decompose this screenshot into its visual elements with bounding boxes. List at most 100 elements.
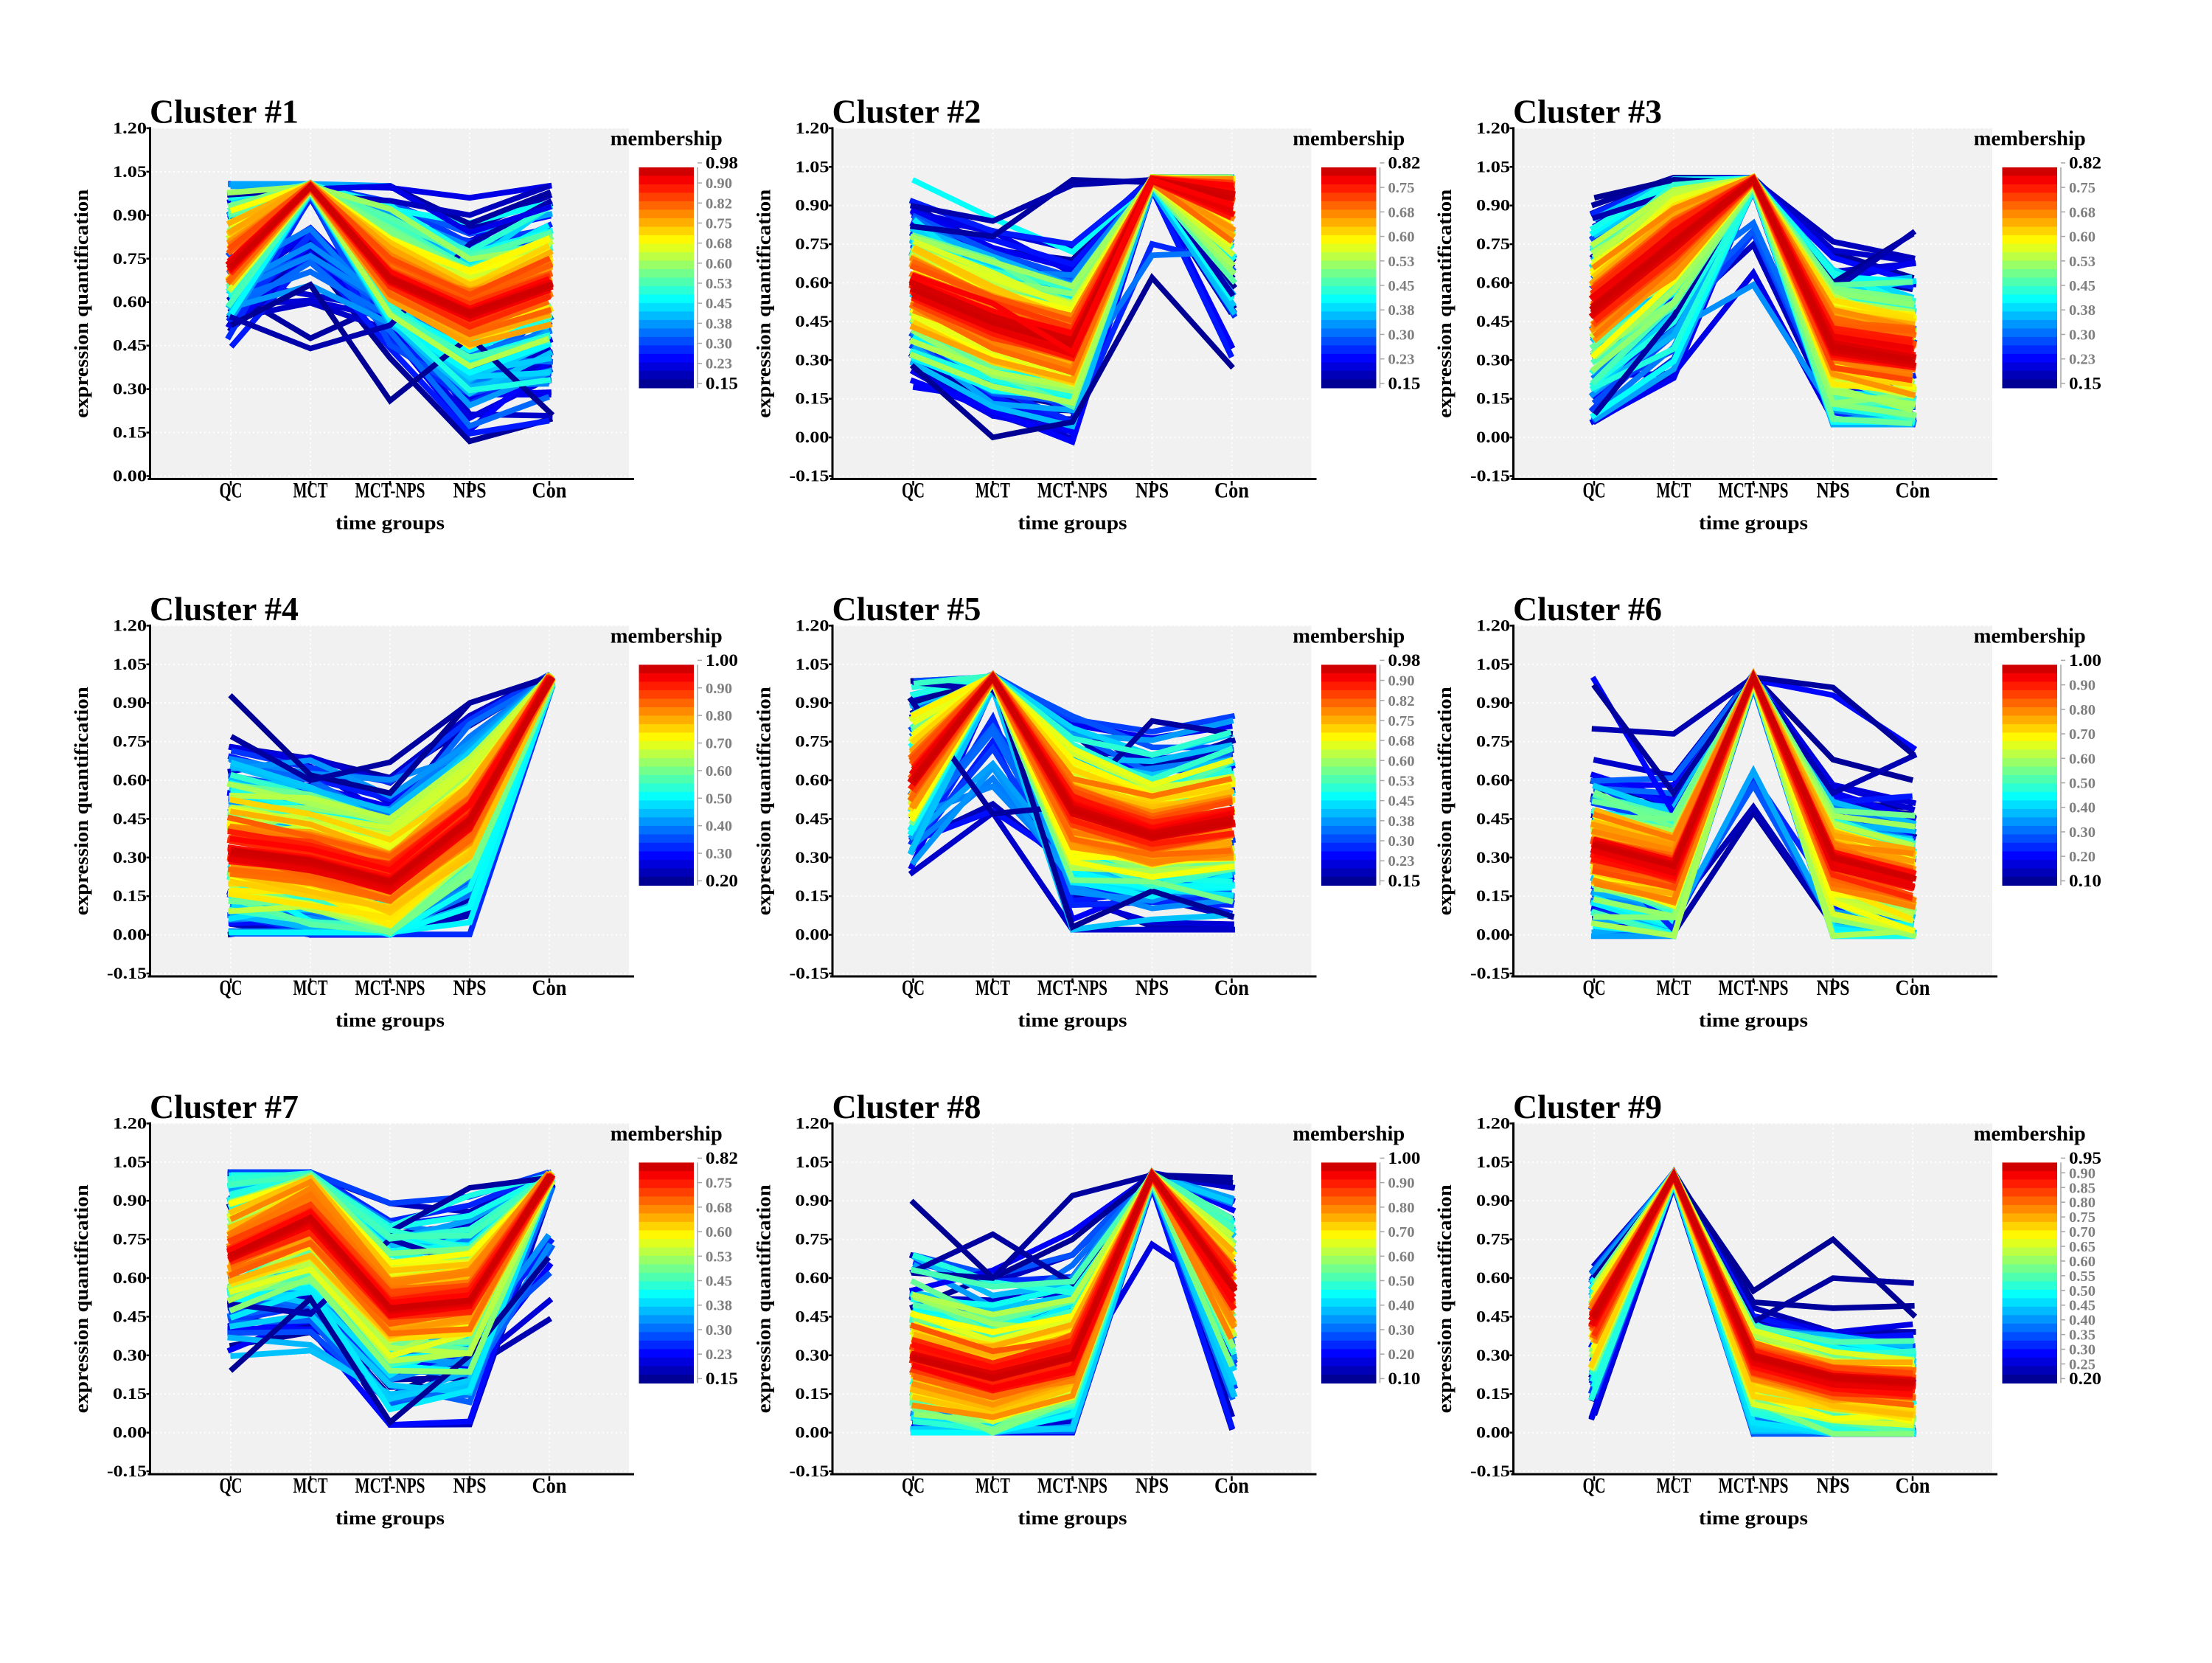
- svg-text:0.30: 0.30: [706, 1322, 732, 1339]
- svg-text:0.15: 0.15: [796, 389, 830, 408]
- svg-text:-0.15: -0.15: [1470, 1462, 1510, 1480]
- svg-text:0.45: 0.45: [796, 312, 830, 330]
- svg-text:0.45: 0.45: [113, 336, 147, 355]
- svg-text:MCT: MCT: [975, 976, 1010, 1000]
- svg-text:0.30: 0.30: [796, 350, 830, 369]
- svg-text:-0.15: -0.15: [107, 964, 147, 982]
- svg-text:0.90: 0.90: [796, 1191, 830, 1209]
- svg-text:time groups: time groups: [1699, 1010, 1808, 1031]
- svg-text:0.82: 0.82: [1388, 693, 1415, 709]
- svg-text:0.60: 0.60: [1476, 1268, 1510, 1287]
- svg-text:0.45: 0.45: [796, 809, 830, 827]
- svg-text:MCT-NPS: MCT-NPS: [1719, 479, 1789, 503]
- svg-text:0.15: 0.15: [1476, 1384, 1510, 1403]
- svg-text:NPS: NPS: [1817, 976, 1850, 1000]
- svg-text:0.68: 0.68: [706, 236, 732, 252]
- svg-text:0.35: 0.35: [2069, 1327, 2096, 1344]
- svg-text:NPS: NPS: [1817, 479, 1850, 503]
- svg-text:0.15: 0.15: [796, 886, 830, 905]
- svg-text:QC: QC: [1583, 976, 1606, 1000]
- svg-text:0.70: 0.70: [1388, 1224, 1415, 1240]
- svg-text:time groups: time groups: [335, 1507, 445, 1529]
- svg-text:-0.15: -0.15: [107, 1462, 147, 1480]
- svg-text:0.90: 0.90: [706, 681, 732, 697]
- svg-text:0.90: 0.90: [1388, 1176, 1415, 1192]
- svg-text:0.15: 0.15: [1476, 389, 1510, 408]
- svg-text:membership: membership: [611, 127, 723, 150]
- svg-text:0.50: 0.50: [706, 791, 732, 807]
- svg-text:0.20: 0.20: [2069, 1369, 2101, 1388]
- svg-text:Cluster #5: Cluster #5: [832, 591, 981, 628]
- svg-text:0.00: 0.00: [1476, 1423, 1510, 1442]
- svg-text:0.45: 0.45: [1476, 312, 1510, 330]
- svg-text:expression quantification: expression quantification: [754, 189, 775, 418]
- svg-text:0.90: 0.90: [796, 196, 830, 215]
- svg-text:MCT-NPS: MCT-NPS: [1037, 1473, 1107, 1498]
- svg-text:MCT: MCT: [293, 1473, 328, 1498]
- svg-text:0.15: 0.15: [706, 1369, 738, 1388]
- svg-text:0.80: 0.80: [706, 708, 732, 724]
- svg-text:0.60: 0.60: [2069, 1254, 2096, 1270]
- svg-text:0.60: 0.60: [796, 771, 830, 789]
- svg-text:MCT: MCT: [975, 479, 1010, 503]
- svg-text:0.80: 0.80: [2069, 1195, 2096, 1211]
- svg-text:membership: membership: [611, 624, 723, 648]
- svg-text:0.80: 0.80: [2069, 702, 2096, 718]
- svg-text:QC: QC: [1583, 479, 1606, 503]
- svg-text:MCT-NPS: MCT-NPS: [1037, 976, 1107, 1000]
- svg-text:0.38: 0.38: [2069, 302, 2096, 319]
- svg-text:0.45: 0.45: [113, 1307, 147, 1325]
- svg-text:MCT: MCT: [1657, 479, 1691, 503]
- svg-text:0.10: 0.10: [1388, 1369, 1421, 1388]
- svg-text:0.90: 0.90: [113, 1191, 147, 1209]
- svg-text:1.05: 1.05: [1476, 1153, 1510, 1171]
- svg-text:1.20: 1.20: [1476, 119, 1510, 137]
- svg-text:expression quantification: expression quantification: [754, 687, 775, 916]
- svg-text:0.90: 0.90: [1388, 673, 1415, 690]
- svg-text:0.60: 0.60: [2069, 229, 2096, 246]
- svg-text:expression quantification: expression quantification: [1434, 687, 1455, 916]
- svg-text:1.05: 1.05: [1476, 157, 1510, 176]
- svg-text:MCT-NPS: MCT-NPS: [355, 479, 425, 503]
- svg-text:0.25: 0.25: [2069, 1356, 2096, 1372]
- svg-text:-0.15: -0.15: [790, 467, 830, 485]
- svg-text:0.30: 0.30: [1388, 327, 1415, 343]
- svg-text:0.53: 0.53: [706, 1249, 732, 1265]
- svg-text:0.00: 0.00: [796, 428, 830, 446]
- svg-text:0.15: 0.15: [2069, 374, 2101, 392]
- svg-text:0.00: 0.00: [113, 1423, 147, 1442]
- svg-text:0.65: 0.65: [2069, 1239, 2096, 1255]
- svg-text:0.30: 0.30: [2069, 824, 2096, 841]
- svg-text:0.30: 0.30: [1476, 848, 1510, 867]
- svg-text:0.20: 0.20: [2069, 849, 2096, 865]
- svg-text:QC: QC: [1583, 1473, 1606, 1498]
- svg-text:0.30: 0.30: [113, 848, 147, 867]
- svg-text:0.60: 0.60: [706, 1224, 732, 1240]
- svg-text:0.45: 0.45: [1388, 794, 1415, 810]
- svg-text:Con: Con: [532, 976, 567, 1000]
- svg-text:1.20: 1.20: [113, 616, 147, 634]
- svg-text:0.75: 0.75: [796, 235, 830, 253]
- svg-text:membership: membership: [611, 1122, 723, 1145]
- svg-text:0.00: 0.00: [1476, 428, 1510, 446]
- svg-text:-0.15: -0.15: [790, 1462, 830, 1480]
- svg-text:1.20: 1.20: [113, 119, 147, 137]
- svg-text:Con: Con: [1896, 976, 1930, 1000]
- svg-text:0.15: 0.15: [1476, 886, 1510, 905]
- svg-text:0.30: 0.30: [113, 380, 147, 398]
- svg-text:0.60: 0.60: [113, 293, 147, 311]
- svg-text:Con: Con: [1214, 1473, 1249, 1498]
- svg-text:time groups: time groups: [1018, 513, 1127, 534]
- svg-text:0.10: 0.10: [2069, 872, 2101, 890]
- svg-text:0.90: 0.90: [1476, 693, 1510, 712]
- svg-text:NPS: NPS: [1135, 1473, 1169, 1498]
- svg-text:0.75: 0.75: [113, 732, 147, 751]
- svg-text:MCT-NPS: MCT-NPS: [1719, 976, 1789, 1000]
- svg-text:time groups: time groups: [1699, 1507, 1808, 1529]
- svg-text:0.60: 0.60: [113, 1268, 147, 1287]
- svg-text:expression quantification: expression quantification: [71, 687, 92, 916]
- svg-text:0.30: 0.30: [706, 846, 732, 862]
- svg-text:0.30: 0.30: [1476, 350, 1510, 369]
- svg-text:0.45: 0.45: [796, 1307, 830, 1325]
- svg-text:0.30: 0.30: [113, 1346, 147, 1364]
